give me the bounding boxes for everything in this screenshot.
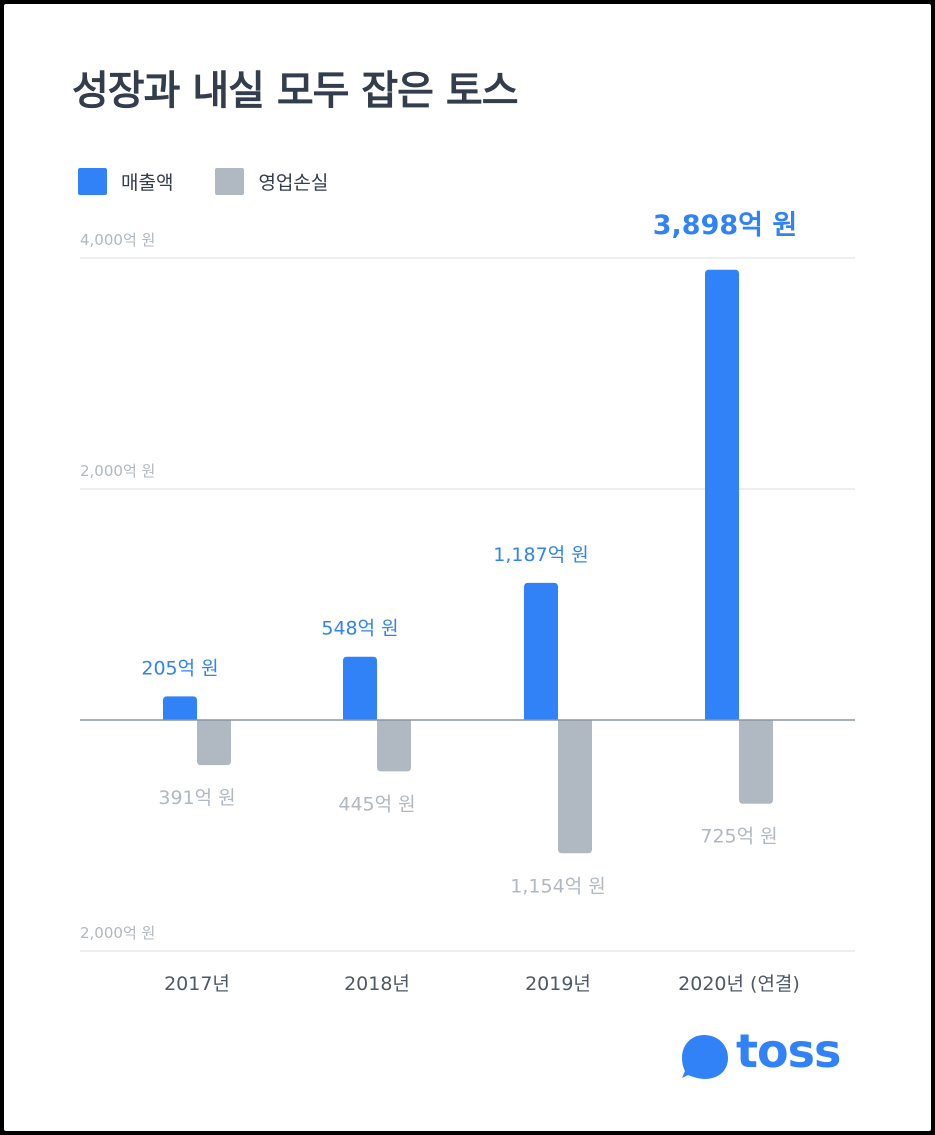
toss-logo: toss (680, 1027, 841, 1081)
x-tick-label-3: 2019년 (525, 973, 591, 995)
chart-card (4, 4, 931, 1131)
revenue-bar-4 (705, 269, 739, 720)
legend-item-revenue: 매출액 (78, 168, 173, 195)
revenue-label-1: 205억 원 (141, 657, 218, 679)
y-tick-label-4000: 4,000억 원 (80, 231, 155, 249)
loss-bar-4 (739, 720, 773, 804)
legend-label-loss: 영업손실 (258, 172, 329, 194)
toss-bubble-icon (682, 1035, 728, 1079)
x-tick-label-1: 2017년 (164, 973, 230, 995)
y-tick-label-neg-2000: 2,000억 원 (80, 924, 155, 942)
legend-item-loss: 영업손실 (215, 168, 328, 195)
toss-logo-text: toss (736, 1024, 841, 1078)
loss-bar-3 (558, 720, 592, 854)
loss-label-1: 391억 원 (158, 787, 235, 809)
legend-swatch-revenue (78, 168, 107, 195)
revenue-bar-3 (524, 582, 558, 720)
loss-label-2: 445억 원 (338, 793, 415, 815)
legend-label-revenue: 매출액 (121, 172, 174, 194)
chart-legend: 매출액 영업손실 (78, 168, 370, 195)
x-tick-label-2: 2018년 (344, 973, 410, 995)
loss-label-4: 725억 원 (700, 826, 777, 848)
revenue-bar-2 (343, 656, 377, 720)
x-tick-label-4: 2020년 (연결) (678, 973, 800, 995)
revenue-label-2: 548억 원 (321, 618, 398, 640)
loss-label-3: 1,154억 원 (510, 875, 605, 897)
revenue-label-3: 1,187억 원 (493, 544, 588, 566)
chart-title: 성장과 내실 모두 잡은 토스 (72, 68, 519, 114)
revenue-label-4: 3,898억 원 (653, 210, 797, 241)
legend-swatch-loss (215, 168, 245, 195)
loss-bar-2 (377, 720, 411, 772)
y-tick-label-2000: 2,000억 원 (80, 462, 155, 480)
loss-bar-1 (197, 720, 231, 766)
revenue-bar-1 (163, 696, 197, 720)
